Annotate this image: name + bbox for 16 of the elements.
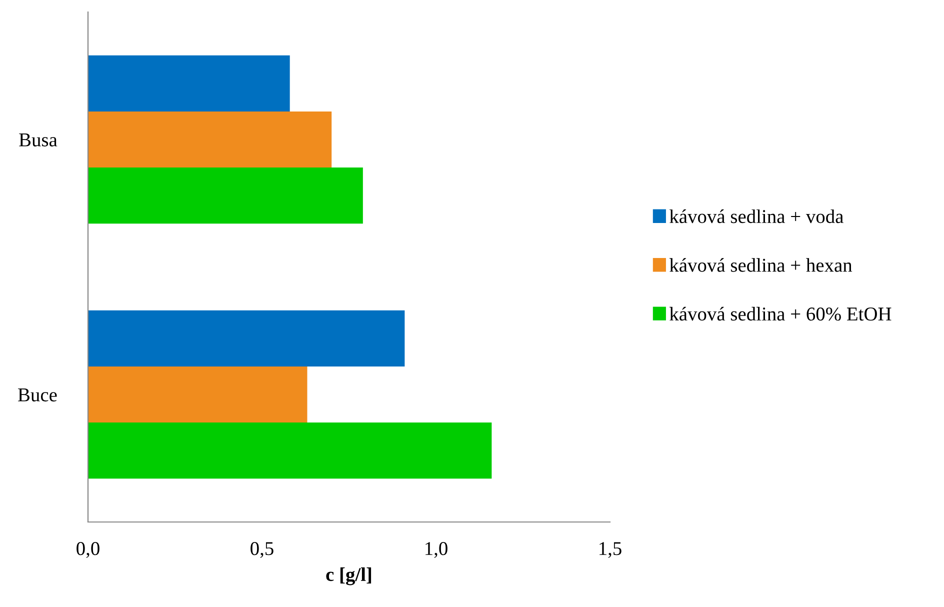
- x-tick-label: 1,0: [426, 542, 448, 558]
- x-tick-label: 0,0: [76, 542, 100, 558]
- bar: [88, 55, 290, 112]
- x-tick-label: 0,5: [250, 542, 274, 558]
- legend-label: kávová sedlina + hexan: [670, 258, 852, 272]
- bar: [88, 422, 492, 479]
- y-tick-label: Busa: [19, 134, 58, 146]
- bar: [88, 366, 308, 423]
- bar: [88, 310, 405, 366]
- bar: [88, 168, 363, 224]
- x-tick-label: 1,5: [600, 542, 622, 558]
- bar: [88, 111, 332, 168]
- legend-label: kávová sedlina + 60% EtOH: [670, 306, 892, 321]
- x-axis-title: c [g/l]: [326, 567, 372, 586]
- y-tick-label: Buce: [18, 388, 57, 402]
- legend-label: kávová sedlina + voda: [670, 209, 844, 224]
